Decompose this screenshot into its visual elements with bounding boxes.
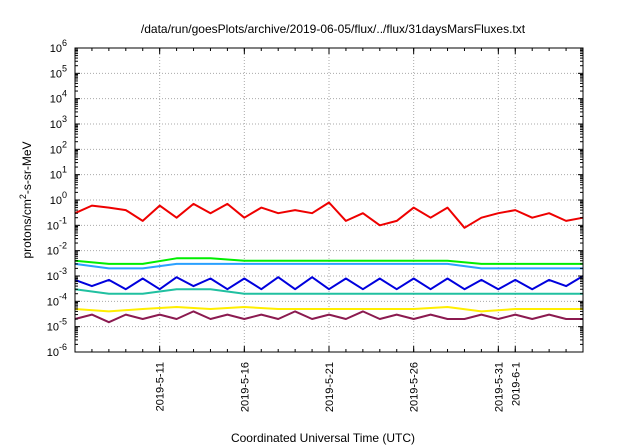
- series-line-2: [74, 257, 583, 265]
- y-tick-exponent: 2: [62, 139, 67, 149]
- y-tick-base: 10: [50, 144, 62, 156]
- y-tick-exponent: 4: [62, 89, 67, 99]
- y-axis-label-prefix: protons/cm: [20, 199, 34, 258]
- y-axis-label: protons/cm2-s-sr-MeV: [18, 141, 34, 258]
- series-line-3: [74, 262, 583, 270]
- y-tick-label: 10-3: [47, 266, 67, 283]
- y-tick-base: 10: [50, 195, 62, 207]
- y-tick-exponent: 1: [62, 165, 67, 175]
- y-tick-base: 10: [47, 347, 59, 359]
- series-line-1: [74, 201, 584, 229]
- grid: [75, 47, 583, 353]
- y-axis-label-suffix: -s-sr-MeV: [20, 141, 34, 194]
- series-line-7: [74, 310, 583, 324]
- x-tick-label: 2019-5-31: [493, 362, 505, 412]
- y-tick-exponent: 6: [62, 38, 67, 48]
- y-tick-label: 104: [50, 89, 67, 106]
- x-tick-label: 2019-5-21: [324, 362, 336, 412]
- y-tick-base: 10: [50, 170, 62, 182]
- y-tick-label: 101: [50, 165, 67, 182]
- y-tick-label: 103: [50, 114, 67, 131]
- y-tick-exponent: -2: [59, 241, 67, 251]
- y-tick-base: 10: [47, 322, 59, 334]
- y-tick-exponent: -3: [59, 266, 67, 276]
- series-line-4: [74, 275, 584, 291]
- chart-title: /data/run/goesPlots/archive/2019-06-05/f…: [141, 22, 526, 36]
- x-axis-label: Coordinated Universal Time (UTC): [231, 431, 415, 445]
- y-tick-base: 10: [50, 43, 62, 55]
- y-tick-label: 10-5: [47, 317, 67, 334]
- y-tick-label: 10-4: [47, 291, 67, 308]
- y-tick-exponent: -1: [59, 215, 67, 225]
- y-tick-label: 102: [50, 139, 67, 156]
- y-tick-label: 100: [50, 190, 67, 207]
- y-tick-exponent: 3: [62, 114, 67, 124]
- y-axis-label-sup: 2: [18, 194, 28, 199]
- x-tick-label: 2019-5-26: [409, 362, 421, 412]
- series-line-6: [74, 306, 583, 313]
- series-line-5: [74, 288, 583, 295]
- y-tick-exponent: 5: [62, 63, 67, 73]
- x-tick-label: 2019-5-16: [239, 362, 251, 412]
- series-group: [74, 201, 584, 324]
- y-tick-base: 10: [50, 94, 62, 106]
- y-tick-exponent: 0: [62, 190, 67, 200]
- y-tick-base: 10: [47, 296, 59, 308]
- y-tick-label: 105: [50, 63, 67, 80]
- y-tick-label: 10-1: [47, 215, 67, 232]
- y-tick-base: 10: [47, 246, 59, 258]
- y-tick-base: 10: [47, 220, 59, 232]
- x-axis: 2019-5-11 2019-5-16 2019-5-21 2019-5-26 2019…: [74, 48, 584, 412]
- y-tick-label: 106: [50, 38, 67, 55]
- y-tick-exponent: -6: [59, 342, 67, 352]
- y-tick-label: 10-6: [47, 342, 67, 359]
- y-tick-label: 10-2: [47, 241, 67, 258]
- y-tick-exponent: -5: [59, 317, 67, 327]
- y-axis: 10610510410310210110010-110-210-310-410-…: [47, 38, 583, 359]
- y-tick-base: 10: [50, 68, 62, 80]
- x-tick-label: 2019-6-1: [510, 362, 522, 406]
- y-tick-base: 10: [50, 119, 62, 131]
- y-tick-exponent: -4: [59, 291, 67, 301]
- y-tick-base: 10: [47, 271, 59, 283]
- x-tick-label: 2019-5-11: [155, 362, 167, 411]
